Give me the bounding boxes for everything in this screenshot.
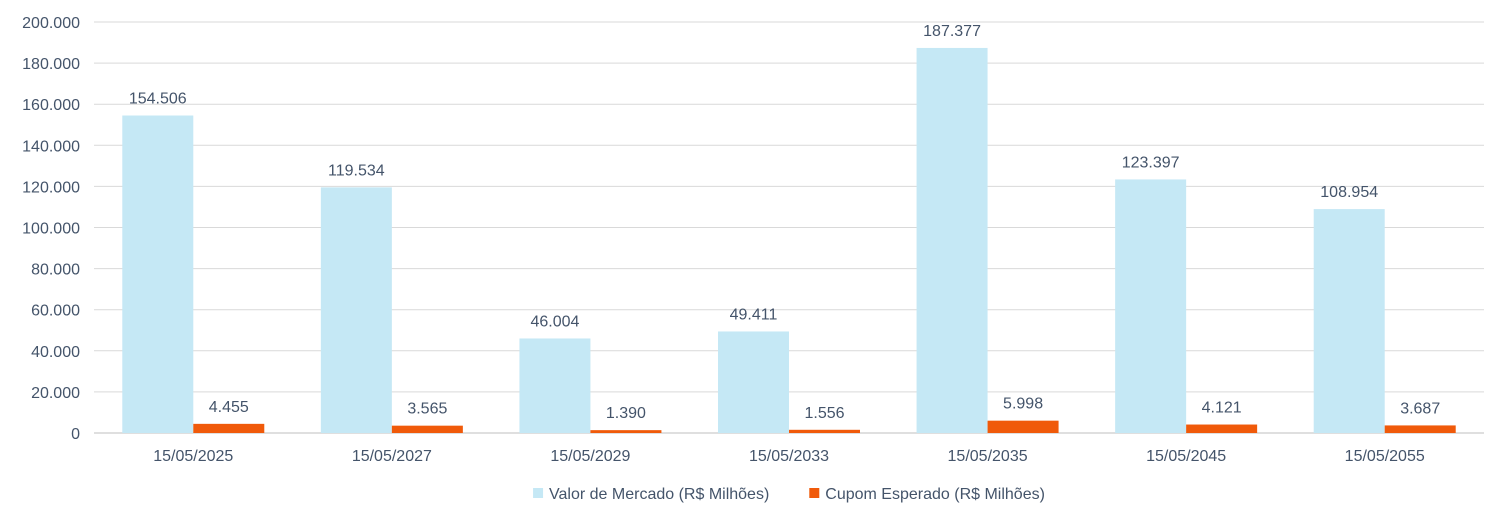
y-tick-label: 100.000 (22, 221, 80, 238)
x-tick-label: 15/05/2045 (1146, 448, 1226, 465)
y-tick-label: 0 (71, 426, 80, 443)
bar-valor-de-mercado (320, 187, 392, 433)
bars (122, 47, 1456, 433)
y-tick-label: 120.000 (22, 179, 80, 196)
x-tick-label: 15/05/2035 (948, 448, 1028, 465)
data-labels: 154.506 4.455 119.534 3.565 46.004 1.390 49.41… (129, 23, 1440, 422)
data-label: 3.687 (1400, 400, 1440, 417)
bar-valor-de-mercado (916, 47, 988, 433)
data-label: 1.556 (804, 405, 844, 422)
data-label: 108.954 (1320, 184, 1378, 201)
bar-cupom-esperado (391, 425, 463, 433)
bar-cupom-esperado (987, 420, 1059, 433)
bar-valor-de-mercado (1313, 209, 1385, 433)
x-tick-label: 15/05/2025 (153, 448, 233, 465)
data-label: 5.998 (1003, 396, 1043, 413)
x-tick-label: 15/05/2027 (352, 448, 432, 465)
data-label: 119.534 (328, 162, 385, 179)
legend-swatch (809, 488, 820, 498)
y-tick-label: 140.000 (22, 138, 80, 155)
x-axis-ticks: 15/05/2025 15/05/2027 15/05/2029 15/05/2033… (153, 448, 1425, 465)
y-tick-label: 160.000 (22, 97, 80, 114)
bar-valor-de-mercado (122, 115, 194, 433)
x-tick-label: 15/05/2029 (550, 448, 630, 465)
data-label: 49.411 (730, 306, 778, 323)
bar-valor-de-mercado (1115, 179, 1187, 433)
y-axis-ticks: 0 20.000 40.000 60.000 80.000 100.000 120.000 1… (22, 15, 80, 443)
y-tick-label: 80.000 (31, 262, 80, 279)
data-label: 187.377 (923, 23, 981, 40)
data-label: 4.121 (1202, 400, 1242, 417)
legend-label: Valor de Mercado (R$ Milhões) (549, 486, 769, 503)
bar-cupom-esperado (590, 430, 662, 433)
bar-valor-de-mercado (519, 338, 591, 433)
y-tick-label: 200.000 (22, 15, 80, 32)
legend: Valor de Mercado (R$ Milhões) Cupom Esper… (533, 486, 1045, 503)
y-tick-label: 40.000 (31, 344, 80, 361)
data-label: 3.565 (407, 401, 447, 418)
data-label: 154.506 (129, 90, 187, 107)
bar-valor-de-mercado (718, 331, 789, 433)
y-tick-label: 180.000 (22, 56, 80, 73)
legend-swatch (533, 488, 544, 498)
y-tick-label: 60.000 (31, 303, 80, 320)
data-label: 1.390 (606, 405, 646, 422)
x-tick-label: 15/05/2033 (749, 448, 829, 465)
data-label: 4.455 (209, 399, 249, 416)
bar-cupom-esperado (1384, 425, 1456, 433)
data-label: 123.397 (1122, 154, 1180, 171)
bar-cupom-esperado (789, 429, 860, 433)
bar-cupom-esperado (193, 423, 265, 433)
x-tick-label: 15/05/2055 (1345, 448, 1425, 465)
y-tick-label: 20.000 (31, 385, 80, 402)
data-label: 46.004 (530, 313, 579, 330)
legend-label: Cupom Esperado (R$ Milhões) (825, 486, 1045, 503)
bar-cupom-esperado (1186, 424, 1258, 433)
